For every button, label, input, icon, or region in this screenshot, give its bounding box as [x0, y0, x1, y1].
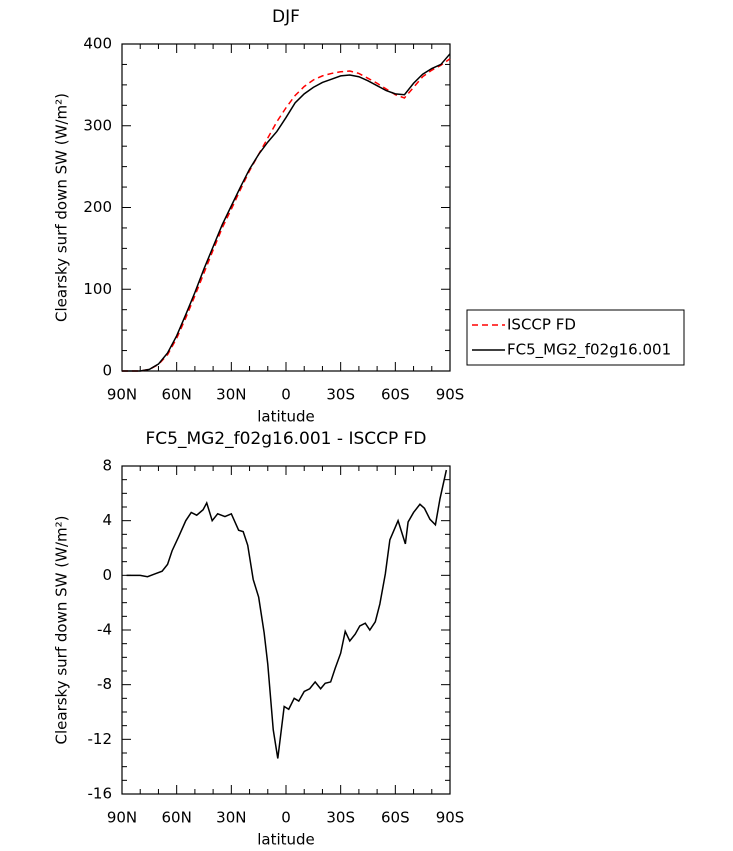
legend-label: FC5_MG2_f02g16.001 [507, 341, 671, 360]
y-tick-label: 8 [102, 457, 112, 475]
data-line [122, 58, 451, 372]
x-tick-label: 90N [107, 386, 137, 404]
x-axis-label: latitude [257, 408, 315, 426]
y-tick-label: 400 [83, 35, 112, 53]
x-tick-label: 30S [326, 386, 355, 404]
x-axis-label: latitude [257, 831, 315, 849]
x-tick-label: 60N [162, 386, 192, 404]
y-tick-label: -12 [88, 730, 113, 748]
x-tick-label: 0 [281, 386, 291, 404]
y-tick-label: 300 [83, 116, 112, 134]
y-tick-label: 100 [83, 280, 112, 298]
y-axis-label: Clearsky surf down SW (W/m²) [53, 93, 71, 322]
y-tick-label: -16 [88, 785, 113, 803]
data-line [126, 469, 448, 759]
chart-title: DJF [272, 7, 300, 27]
chart-title: FC5_MG2_f02g16.001 - ISCCP FD [145, 429, 426, 449]
x-tick-label: 30S [326, 809, 355, 827]
plot-frame [121, 465, 451, 795]
x-tick-label: 30N [216, 386, 246, 404]
x-tick-label: 90S [436, 386, 465, 404]
x-tick-label: 60S [381, 386, 410, 404]
y-tick-label: -8 [97, 675, 112, 693]
y-tick-label: 0 [102, 566, 112, 584]
x-tick-label: 90N [107, 809, 137, 827]
x-tick-label: 60S [381, 809, 410, 827]
x-tick-label: 30N [216, 809, 246, 827]
legend-label: ISCCP FD [507, 316, 576, 334]
y-tick-label: 0 [102, 362, 112, 380]
x-tick-label: 90S [436, 809, 465, 827]
y-tick-label: 200 [83, 198, 112, 216]
y-tick-label: 4 [102, 511, 112, 529]
x-tick-label: 60N [162, 809, 192, 827]
y-tick-label: -4 [97, 621, 112, 639]
plot-frame [121, 43, 451, 372]
data-line [122, 53, 451, 372]
y-axis-label: Clearsky surf down SW (W/m²) [53, 516, 71, 745]
x-tick-label: 0 [281, 809, 291, 827]
legend-box [466, 309, 685, 366]
